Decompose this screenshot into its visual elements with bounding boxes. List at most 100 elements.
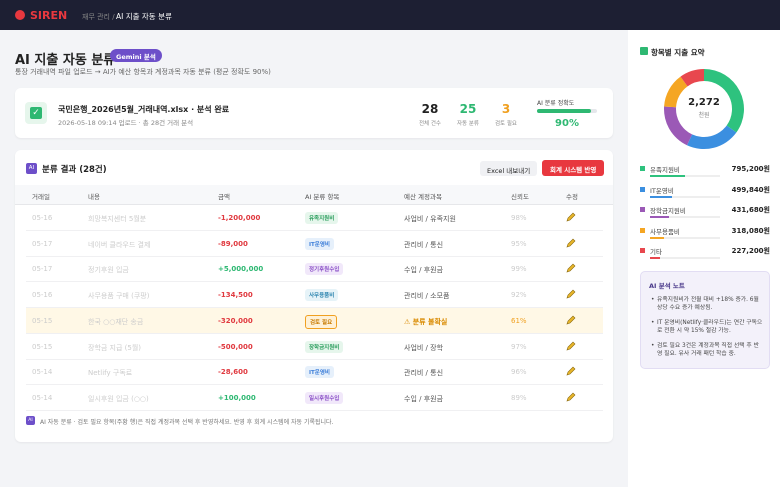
table-row[interactable]: 05-14 일시후원 입금 (○○) +100,000 일시후원수입 수입 / 후원금 8…: [26, 385, 603, 411]
category-badge: IT운영비: [305, 237, 334, 250]
amount: +5,000,000: [218, 265, 264, 274]
breadcrumb[interactable]: 재무 관리 /: [82, 13, 115, 21]
note-item: • IT 운영비(Netlify·클라우드)는 연간 구독으로 전환 시 약 15…: [651, 320, 763, 334]
account: 수입 / 후원금: [404, 394, 444, 403]
amount: -134,500: [218, 291, 253, 300]
note-item: • 유족지원비가 전월 대비 +18% 증가. 6월 상당 수요 증가 예상됨.: [651, 297, 759, 311]
page-title: AI 지출 자동 분류: [15, 53, 116, 68]
amount: -1,200,000: [218, 214, 261, 222]
note-box: AI 분석 노트 • 유족지원비가 전월 대비 +18% 증가. 6월 상당 수요…: [640, 271, 770, 369]
table-row[interactable]: 05-16 사무용품 구매 (쿠팡) -134,500 사무용품비 관리비 / 소모품 9…: [26, 282, 603, 309]
account: 사업비 / 유족지원: [404, 215, 456, 223]
ai-icon: AI: [26, 163, 37, 174]
side-panel: 항목별 지출 요약 2,272 천원 AI 분석 노트 • 유족지원비가 전월 대…: [628, 30, 780, 487]
subtitle: 통장 거래내역 파일 업로드 → AI가 예산 항목과 계정과목 자동 분류 (…: [15, 68, 271, 76]
legend-amount: 318,080원: [731, 226, 770, 235]
legend-track: [650, 175, 720, 177]
confidence: 97%: [511, 342, 527, 351]
category-badge: 정기후원수입: [305, 263, 344, 276]
logo[interactable]: SIREN: [30, 9, 68, 22]
edit-button[interactable]: [566, 366, 576, 376]
column-header: 거래일: [32, 193, 50, 201]
accuracy-label: AI 분류 정확도: [537, 100, 575, 107]
topbar: SIREN 재무 관리 / AI 지출 자동 분류: [0, 0, 780, 30]
edit-button[interactable]: [566, 238, 576, 248]
legend-track: [650, 195, 720, 198]
apply-button[interactable]: 회계 시스템 반영: [542, 160, 605, 176]
legend-track: [650, 216, 720, 218]
description: 정기후원 입금: [88, 266, 129, 275]
logo-icon: [15, 10, 25, 20]
table-row[interactable]: 05-16 희망복지센터 5월분 -1,200,000 유족지원비 사업비 / 유족지원…: [26, 205, 603, 231]
table-row[interactable]: 05-17 정기후원 입금 +5,000,000 정기후원수입 수입 / 후원금 99%: [26, 256, 603, 283]
donut-segment: [664, 76, 688, 108]
category-badge: 사무용품비: [305, 289, 339, 302]
table-row[interactable]: 05-14 Netlify 구독료 -28,600 IT운영비 관리비 / 통신 96%: [26, 359, 603, 386]
date: 05-14: [32, 393, 53, 402]
description: 희망복지센터 5월분: [88, 215, 147, 223]
footer-note: AI 자동 분류 · 검토 필요 항목(주황 행)은 직접 계정과목 선택 후 …: [40, 419, 334, 426]
table-header: 거래일 내용 금액 AI 분류 항목 예산 계정과목 신뢰도 수정: [15, 185, 613, 205]
column-header: 금액: [218, 193, 230, 201]
account: 사업비 / 장학: [404, 343, 444, 352]
table-row[interactable]: 05-17 네이버 클라우드 결제 -89,000 IT운영비 관리비 / 통신 95%: [26, 231, 603, 257]
accuracy-value: 90%: [555, 118, 579, 129]
confidence: 61%: [511, 316, 527, 325]
file-meta: 2026-05-18 09:14 업로드 · 총 28건 거래 분석: [58, 119, 194, 127]
confidence: 96%: [511, 368, 527, 377]
edit-button[interactable]: [566, 341, 576, 351]
date: 05-17: [32, 265, 53, 274]
edit-button[interactable]: [566, 289, 576, 299]
table-row[interactable]: 05-15 한국 ○○재단 송금 -320,000 검토 필요 ⚠ 분류 불확실 61%: [26, 307, 603, 334]
donut-total: 2,272: [688, 97, 720, 108]
column-header: 예산 계정과목: [404, 193, 442, 201]
legend-swatch: [640, 186, 645, 192]
category-badge: 장학금지원비: [305, 340, 344, 353]
summary-title: 항목별 지출 요약: [651, 48, 705, 57]
legend-swatch: [640, 207, 645, 212]
account: 수입 / 후원금: [404, 266, 444, 275]
legend-bar: [650, 175, 685, 177]
description: 사무용품 구매 (쿠팡): [88, 292, 150, 301]
donut-segment: [664, 106, 693, 146]
confidence: 98%: [511, 214, 527, 222]
donut: [664, 69, 744, 149]
legend-bar: [650, 236, 664, 239]
stat-value: 28: [421, 102, 439, 116]
table-row[interactable]: 05-15 장학금 지급 (5월) -500,000 장학금지원비 사업비 / 장학 97…: [26, 334, 603, 360]
stat-label: 자동 분류: [457, 121, 479, 127]
legend-name: 사무용품비: [650, 227, 680, 236]
edit-button[interactable]: [566, 392, 576, 402]
donut-segment: [704, 69, 744, 133]
stat-label: 검토 필요: [495, 121, 517, 127]
edit-button[interactable]: [566, 263, 576, 273]
confidence: 92%: [511, 291, 527, 300]
file-name: 국민은행_2026년5월_거래내역.xlsx · 분석 완료: [58, 105, 230, 114]
donut-segment: [686, 125, 737, 149]
stat-value: 25: [459, 102, 477, 116]
account: 관리비 / 통신: [404, 369, 444, 378]
badge: Gemini 분석: [110, 49, 162, 62]
legend-amount: 795,200원: [731, 165, 770, 173]
category-badge: 검토 필요: [305, 314, 338, 329]
column-header: 수정: [566, 193, 578, 201]
description: 일시후원 입금 (○○): [88, 394, 149, 403]
amount: -28,600: [218, 368, 248, 377]
breadcrumb-current: AI 지출 자동 분류: [116, 12, 172, 21]
edit-button[interactable]: [566, 315, 576, 325]
account: ⚠ 분류 불확실: [404, 317, 448, 326]
file-icon: ✓: [25, 102, 47, 124]
export-button[interactable]: Excel 내보내기: [480, 161, 538, 176]
accuracy-bar: [537, 109, 591, 113]
confidence: 95%: [511, 239, 527, 248]
confidence: 99%: [511, 265, 527, 274]
description: 장학금 지급 (5월): [88, 343, 142, 352]
legend-amount: 431,680원: [731, 206, 770, 214]
legend-swatch: [640, 227, 645, 233]
legend-name: 장학금지원비: [650, 207, 686, 215]
legend-amount: 499,840원: [731, 185, 770, 194]
edit-button[interactable]: [566, 212, 576, 222]
legend-track: [650, 236, 720, 239]
legend-name: 기타: [650, 248, 662, 256]
